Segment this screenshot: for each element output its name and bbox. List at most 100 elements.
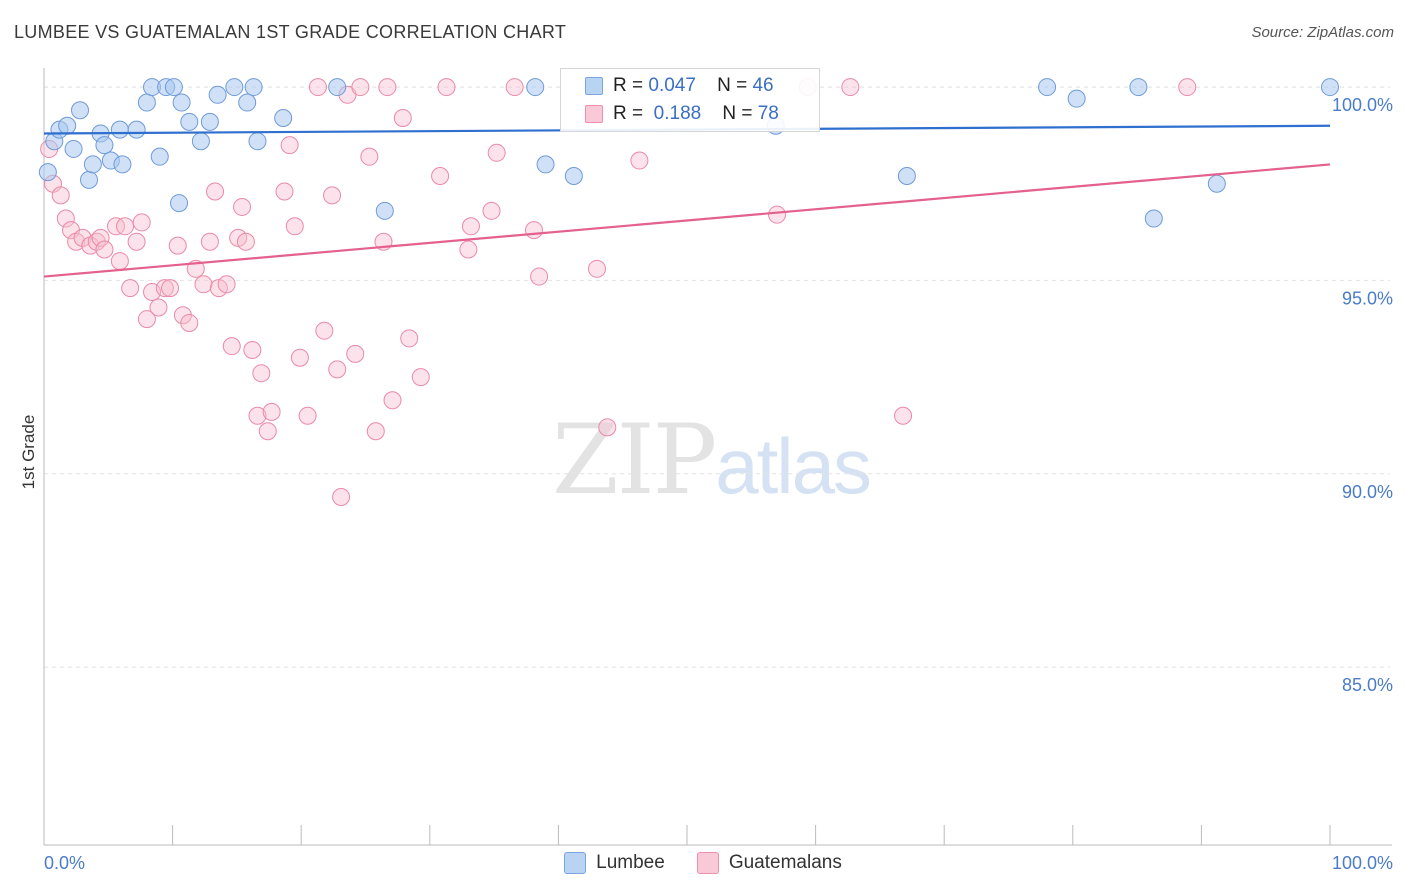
legend-n-value-guatemalans: 78 — [757, 103, 779, 124]
legend-label-guatemalans: Guatemalans — [728, 852, 842, 873]
guatemalans-point — [383, 391, 402, 410]
guatemalans-trend-line — [43, 163, 1331, 278]
y-tick-label: 95.0% — [1342, 288, 1393, 308]
guatemalans-point — [180, 313, 199, 332]
chart-title: LUMBEE VS GUATEMALAN 1ST GRADE CORRELATI… — [14, 22, 567, 42]
guatemalans-point — [137, 310, 156, 329]
guatemalans-point — [768, 205, 787, 224]
guatemalans-point — [437, 78, 456, 97]
legend-row-guatemalans: R = 0.188 N = 78 — [585, 101, 779, 127]
lumbee-point — [564, 167, 583, 186]
source-label: Source: ZipAtlas.com — [1251, 24, 1394, 41]
guatemalans-point — [73, 228, 92, 247]
guatemalans-point — [110, 252, 129, 271]
lumbee-point — [375, 201, 394, 220]
y-tick-label: 90.0% — [1342, 482, 1393, 502]
lumbee-point — [200, 112, 219, 131]
guatemalans-point — [155, 279, 174, 298]
lumbee-point — [225, 78, 244, 97]
guatemalans-point — [290, 348, 309, 367]
guatemalans-point — [393, 109, 412, 128]
lumbee-point — [1038, 78, 1057, 97]
lumbee-point — [64, 139, 83, 158]
legend-item-lumbee: Lumbee — [564, 852, 665, 874]
guatemalans-point — [328, 360, 347, 379]
guatemalans-point — [323, 186, 342, 205]
guatemalans-point — [95, 240, 114, 259]
legend-r-value-guatemalans: 0.188 — [653, 103, 702, 124]
guatemalans-point — [262, 402, 281, 421]
guatemalans-point — [233, 197, 252, 216]
guatemalans-point — [400, 329, 419, 348]
lumbee-point — [150, 147, 169, 166]
lumbee-point — [170, 194, 189, 213]
guatemalans-point — [217, 275, 236, 294]
guatemalans-point — [280, 136, 299, 155]
lumbee-point — [172, 93, 191, 112]
lumbee-point — [38, 163, 57, 182]
guatemalans-point — [530, 267, 549, 286]
guatemalans-point — [252, 364, 271, 383]
lumbee-point — [238, 93, 257, 112]
guatemalans-point — [366, 422, 385, 441]
lumbee-point — [83, 155, 102, 174]
guatemalans-point — [332, 487, 351, 506]
lumbee-point — [113, 155, 132, 174]
lumbee-point — [1129, 78, 1148, 97]
lumbee-swatch — [585, 77, 603, 95]
lumbee-legend-swatch — [564, 852, 587, 874]
guatemalans-point — [459, 240, 478, 259]
lumbee-point — [137, 93, 156, 112]
guatemalans-point — [116, 217, 135, 236]
lumbee-point — [71, 101, 90, 120]
guatemalans-point — [243, 341, 262, 360]
lumbee-point — [180, 112, 199, 131]
legend-row-lumbee: R = 0.047 N = 46 — [585, 73, 774, 99]
legend-item-guatemalans: Guatemalans — [696, 852, 842, 874]
guatemalans-point — [285, 217, 304, 236]
lumbee-point — [248, 132, 267, 151]
guatemalans-point — [173, 306, 192, 325]
guatemalans-point — [298, 406, 317, 425]
guatemalans-point — [168, 236, 187, 255]
legend-n-label: N = — [722, 103, 753, 124]
legend-r-label: R = — [613, 103, 644, 124]
guatemalans-point — [308, 78, 327, 97]
guatemalans-point — [236, 232, 255, 251]
watermark-atlas: atlas — [715, 422, 872, 510]
watermark-zip: ZIP — [552, 404, 717, 516]
guatemalans-point — [360, 147, 379, 166]
stats-legend: R = 0.047 N = 46 R = 0.188 N = 78 — [560, 68, 820, 132]
guatemalans-point — [248, 406, 267, 425]
lumbee-point — [274, 109, 293, 128]
guatemalans-point — [598, 418, 617, 437]
lumbee-point — [1067, 89, 1086, 108]
guatemalans-point — [107, 217, 126, 236]
lumbee-point — [164, 78, 183, 97]
guatemalans-point — [149, 298, 168, 317]
guatemalans-point — [1178, 78, 1197, 97]
lumbee-point — [526, 78, 545, 97]
lumbee-point — [328, 78, 347, 97]
lumbee-point — [536, 155, 555, 174]
guatemalans-point — [487, 143, 506, 162]
lumbee-point — [80, 170, 99, 189]
guatemalans-point — [91, 228, 110, 247]
guatemalans-point — [587, 259, 606, 278]
y-axis-label: 1st Grade — [19, 415, 38, 490]
lumbee-point — [244, 78, 263, 97]
y-tick-label: 85.0% — [1342, 675, 1393, 695]
guatemalans-point — [121, 279, 140, 298]
guatemalans-swatch — [585, 105, 603, 123]
guatemalans-point — [431, 167, 450, 186]
guatemalans-point — [200, 232, 219, 251]
legend-r-value-lumbee: 0.047 — [648, 75, 696, 96]
guatemalans-point — [194, 275, 213, 294]
guatemalans-point — [315, 321, 334, 340]
lumbee-point — [1207, 174, 1226, 193]
lumbee-point — [191, 132, 210, 151]
guatemalans-point — [482, 201, 501, 220]
guatemalans-point — [524, 221, 543, 240]
lumbee-point — [95, 136, 114, 155]
